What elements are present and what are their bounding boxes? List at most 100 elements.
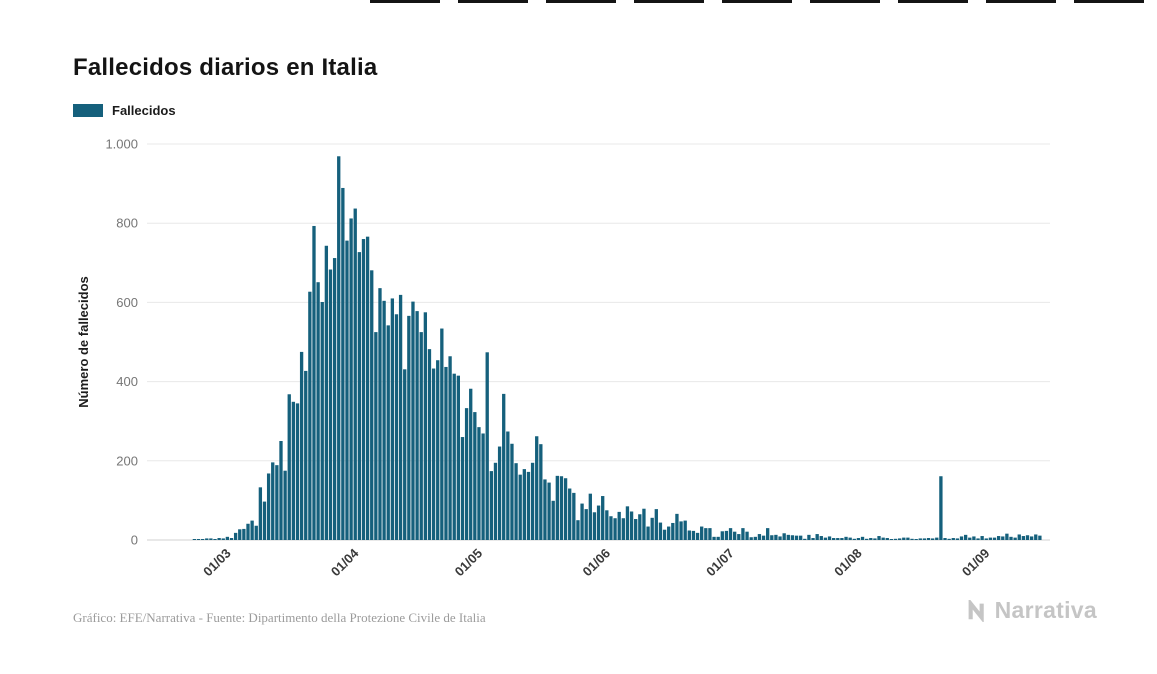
x-tick-label: 01/05 (452, 546, 486, 580)
bar (254, 525, 258, 540)
bar (431, 368, 436, 540)
bar (724, 530, 729, 540)
bar (374, 332, 378, 540)
x-tick-label: 01/03 (200, 546, 234, 580)
bar (386, 325, 390, 540)
bar (308, 291, 312, 540)
bar (1021, 536, 1026, 540)
bar (572, 492, 576, 540)
bar (687, 530, 691, 540)
bar (963, 534, 968, 540)
brand-name: Narrativa (994, 597, 1097, 623)
bar (365, 236, 370, 540)
bar (613, 518, 617, 540)
bar (914, 539, 918, 540)
bar (551, 500, 555, 540)
bar (832, 538, 836, 540)
bar (1009, 536, 1013, 540)
bar (683, 520, 687, 540)
bar (642, 508, 646, 540)
bar (588, 493, 592, 540)
bar (823, 537, 828, 540)
bar (403, 369, 407, 540)
bar (266, 473, 271, 540)
bar (390, 298, 395, 540)
bar (988, 537, 993, 540)
bar (341, 187, 345, 540)
bar (902, 537, 906, 540)
x-tick-label: 01/06 (580, 546, 614, 580)
bar (394, 314, 399, 540)
bar (782, 533, 786, 540)
x-tick-labels: 01/03 01/04 01/05 01/06 01/07 01/08 01/09 (200, 545, 992, 579)
y-axis-title: Número de fallecidos (76, 276, 91, 407)
bar (1038, 535, 1042, 540)
bar (976, 538, 980, 540)
bar (196, 539, 201, 540)
bar (460, 437, 465, 540)
bar (638, 514, 642, 540)
y-tick-label: 400 (116, 374, 138, 389)
bar (1001, 536, 1005, 540)
bar (423, 312, 428, 540)
bar (353, 208, 357, 541)
bar (658, 522, 663, 540)
y-tick-label: 600 (116, 295, 138, 310)
bar (316, 282, 320, 540)
legend: Fallecidos (73, 103, 176, 118)
bar (415, 311, 419, 540)
bar (452, 373, 456, 540)
bar (192, 539, 197, 540)
bar (947, 538, 951, 540)
bar (959, 536, 964, 540)
bar (238, 529, 242, 540)
bar (469, 388, 473, 540)
bar (547, 482, 551, 540)
bar (893, 538, 898, 540)
bar (675, 513, 679, 540)
bar (320, 302, 324, 540)
bar (1013, 537, 1017, 540)
bar (679, 521, 683, 540)
x-tick-label: 01/04 (328, 545, 362, 579)
bar (778, 536, 782, 540)
bar (935, 537, 939, 540)
bar (766, 528, 770, 540)
bar (918, 538, 922, 540)
bar (910, 538, 914, 540)
bar (939, 476, 943, 540)
bar (221, 538, 225, 540)
bar (865, 538, 869, 540)
bar (485, 352, 489, 540)
bar (456, 375, 460, 540)
bar (530, 462, 535, 540)
bar (535, 436, 539, 540)
bars-series-fallecidos (192, 156, 1042, 541)
bar (708, 528, 712, 540)
bar (803, 538, 807, 540)
bar (873, 538, 877, 540)
bar (427, 349, 432, 540)
bar (477, 427, 481, 540)
bar (332, 258, 337, 540)
bar (580, 503, 584, 540)
bar (559, 476, 564, 540)
bar (258, 487, 263, 540)
bar (968, 537, 972, 540)
bar (654, 509, 658, 540)
bar (398, 294, 403, 540)
bar (617, 511, 621, 540)
bar (225, 536, 230, 540)
bar (349, 218, 353, 540)
bar (794, 535, 799, 540)
bar (807, 534, 811, 540)
bar (852, 538, 856, 540)
bar (563, 478, 568, 540)
bar (584, 509, 588, 540)
bar (898, 538, 902, 540)
bar (345, 240, 349, 540)
bar (786, 534, 790, 540)
bar (304, 370, 308, 540)
bar (370, 270, 374, 540)
